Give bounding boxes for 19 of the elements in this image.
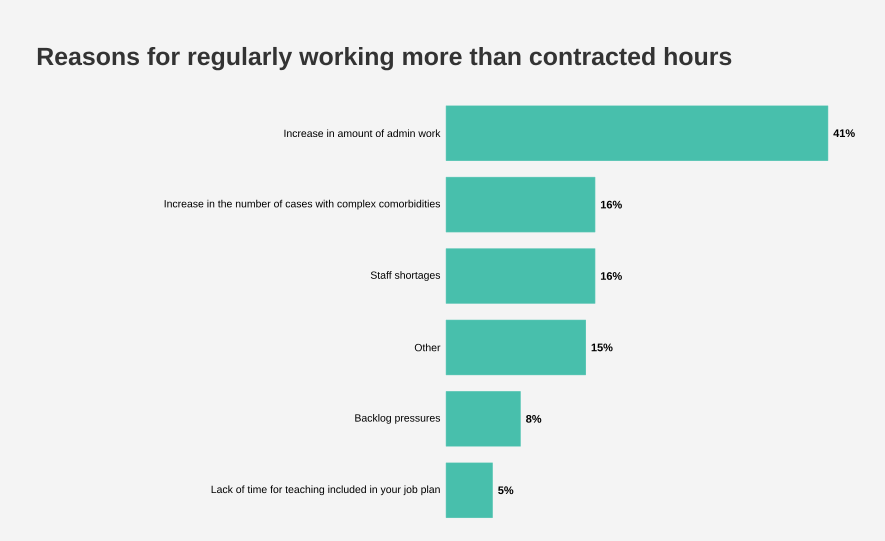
y-tick-label: Lack of time for teaching included in your job plan bbox=[212, 485, 440, 496]
y-tick-label: Other bbox=[414, 344, 440, 352]
data-label: 16% bbox=[600, 200, 622, 208]
bar bbox=[446, 105, 828, 161]
data-label: 8% bbox=[526, 414, 542, 423]
data-label: 5% bbox=[498, 486, 514, 494]
bar bbox=[446, 391, 521, 447]
bar bbox=[446, 248, 596, 304]
data-label: 15% bbox=[592, 344, 613, 352]
y-tick-label: Staff shortages bbox=[370, 271, 440, 281]
y-tick-label: Increase in the number of cases with complex comorbidities bbox=[164, 200, 440, 210]
bar bbox=[446, 176, 596, 232]
bar bbox=[446, 320, 586, 376]
data-label: 16% bbox=[600, 272, 622, 280]
bar bbox=[446, 462, 493, 518]
y-tick-label: Backlog pressures bbox=[355, 414, 440, 424]
y-tick-label: Increase in amount of admin work bbox=[284, 129, 440, 138]
chart-title: Reasons for regularly working more than contracted hours bbox=[38, 46, 732, 70]
data-label: 41% bbox=[833, 129, 855, 138]
